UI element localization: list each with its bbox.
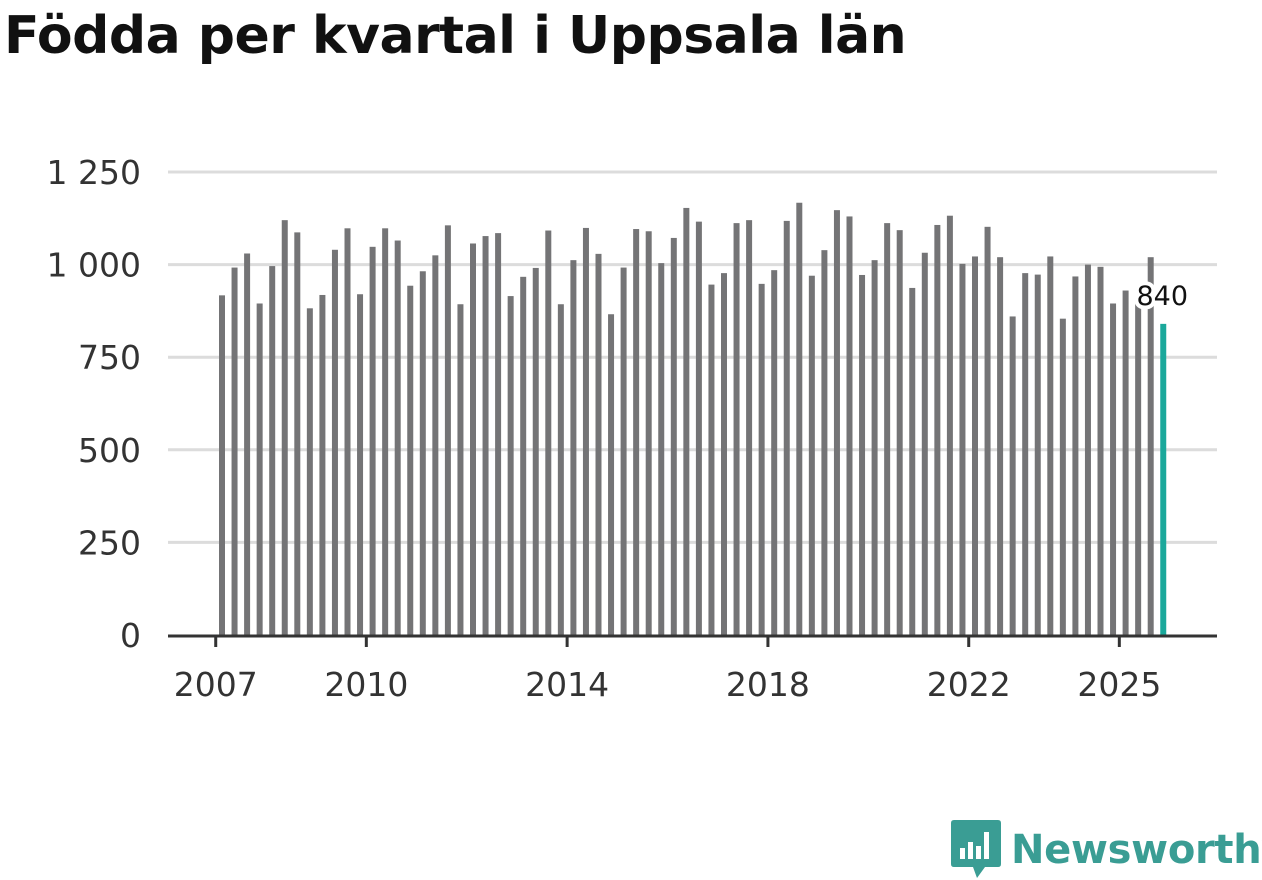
y-tick-label: 750 [78, 338, 141, 377]
bar [1110, 303, 1117, 635]
bar [219, 295, 225, 635]
bar [909, 287, 916, 635]
bar [595, 253, 602, 635]
x-tick-label: 2014 [525, 665, 609, 704]
bar [683, 207, 690, 635]
bar [821, 250, 828, 635]
x-tick-label: 2022 [927, 665, 1011, 704]
x-tick-label: 2025 [1077, 665, 1161, 704]
bar [1034, 274, 1041, 635]
y-tick-label: 1 250 [47, 153, 141, 192]
bar [695, 221, 702, 635]
bar [658, 263, 665, 635]
bar [432, 255, 439, 635]
bar [934, 224, 941, 635]
bar [808, 275, 815, 635]
bar [369, 246, 376, 635]
bar [620, 267, 627, 635]
bar [470, 243, 476, 636]
bar [859, 274, 866, 635]
bar [331, 249, 338, 635]
bar [884, 223, 891, 635]
bar [608, 314, 615, 635]
newsworthy-logo-text: Newsworthy [1011, 827, 1262, 873]
bar [758, 283, 765, 635]
bar [306, 308, 313, 635]
bar [256, 303, 263, 635]
bar [457, 304, 464, 635]
bar [871, 260, 878, 635]
bar [1047, 256, 1054, 635]
newsworthy-logo[interactable]: Newsworthy [951, 820, 1262, 880]
bar [846, 216, 853, 635]
newsworthy-logo-icon [951, 820, 1001, 878]
bar [645, 231, 652, 635]
bar [269, 266, 276, 635]
y-tick-label: 1 000 [47, 246, 141, 285]
bar [507, 296, 514, 635]
bar [407, 285, 414, 635]
bar [394, 240, 401, 636]
bar [796, 202, 803, 635]
bar [482, 236, 489, 635]
bar [495, 233, 502, 635]
bar [921, 252, 928, 635]
y-tick-label: 500 [78, 431, 141, 470]
bar [582, 227, 589, 635]
bar [670, 237, 677, 635]
bar [444, 225, 451, 636]
bar [1147, 257, 1154, 635]
bar [419, 271, 426, 635]
y-tick-label: 250 [78, 523, 141, 562]
bar [984, 226, 991, 635]
bar [1097, 266, 1104, 635]
bar [946, 215, 953, 635]
data-label-last: 840 [1136, 281, 1188, 312]
bar [557, 304, 564, 635]
y-axis-ticks: 0 250 500 750 1 000 1 250 [47, 153, 141, 655]
x-tick-label: 2007 [174, 665, 258, 704]
bar [382, 228, 389, 636]
bar [319, 294, 326, 635]
y-tick-label: 0 [120, 616, 141, 655]
bar [1009, 316, 1016, 635]
bar [972, 256, 978, 635]
bar [633, 229, 640, 635]
bar [570, 260, 577, 635]
bar [708, 284, 715, 635]
x-tick-label: 2018 [726, 665, 810, 704]
bar [294, 232, 301, 636]
bar [997, 257, 1004, 635]
bar [545, 230, 552, 635]
chart-bars [219, 202, 1167, 636]
last-value-annotation: 840 [1132, 277, 1192, 316]
bar [771, 270, 778, 635]
x-axis-ticks: 2007 2010 2014 2018 2022 2025 [174, 636, 1161, 704]
bar [357, 294, 364, 635]
bar [1072, 276, 1079, 635]
bar [1059, 318, 1066, 635]
x-tick-label: 2010 [324, 665, 408, 704]
bar [520, 276, 527, 635]
bar [344, 228, 351, 636]
bar [1084, 264, 1091, 635]
bar [833, 210, 840, 636]
bar [896, 230, 903, 635]
bar [244, 253, 251, 635]
bar [231, 267, 238, 635]
bar [1022, 273, 1029, 635]
bar [746, 220, 753, 636]
bar [1122, 290, 1129, 635]
bar [1135, 301, 1142, 635]
bar [783, 220, 790, 635]
bar [281, 220, 288, 636]
bar [959, 263, 966, 635]
bar [532, 267, 539, 635]
highlighted-bar [1160, 323, 1167, 635]
chart-gridlines [168, 170, 1217, 544]
page-title: Födda per kvartal i Uppsala län [4, 6, 907, 66]
bar [733, 223, 740, 635]
bar [721, 273, 727, 635]
